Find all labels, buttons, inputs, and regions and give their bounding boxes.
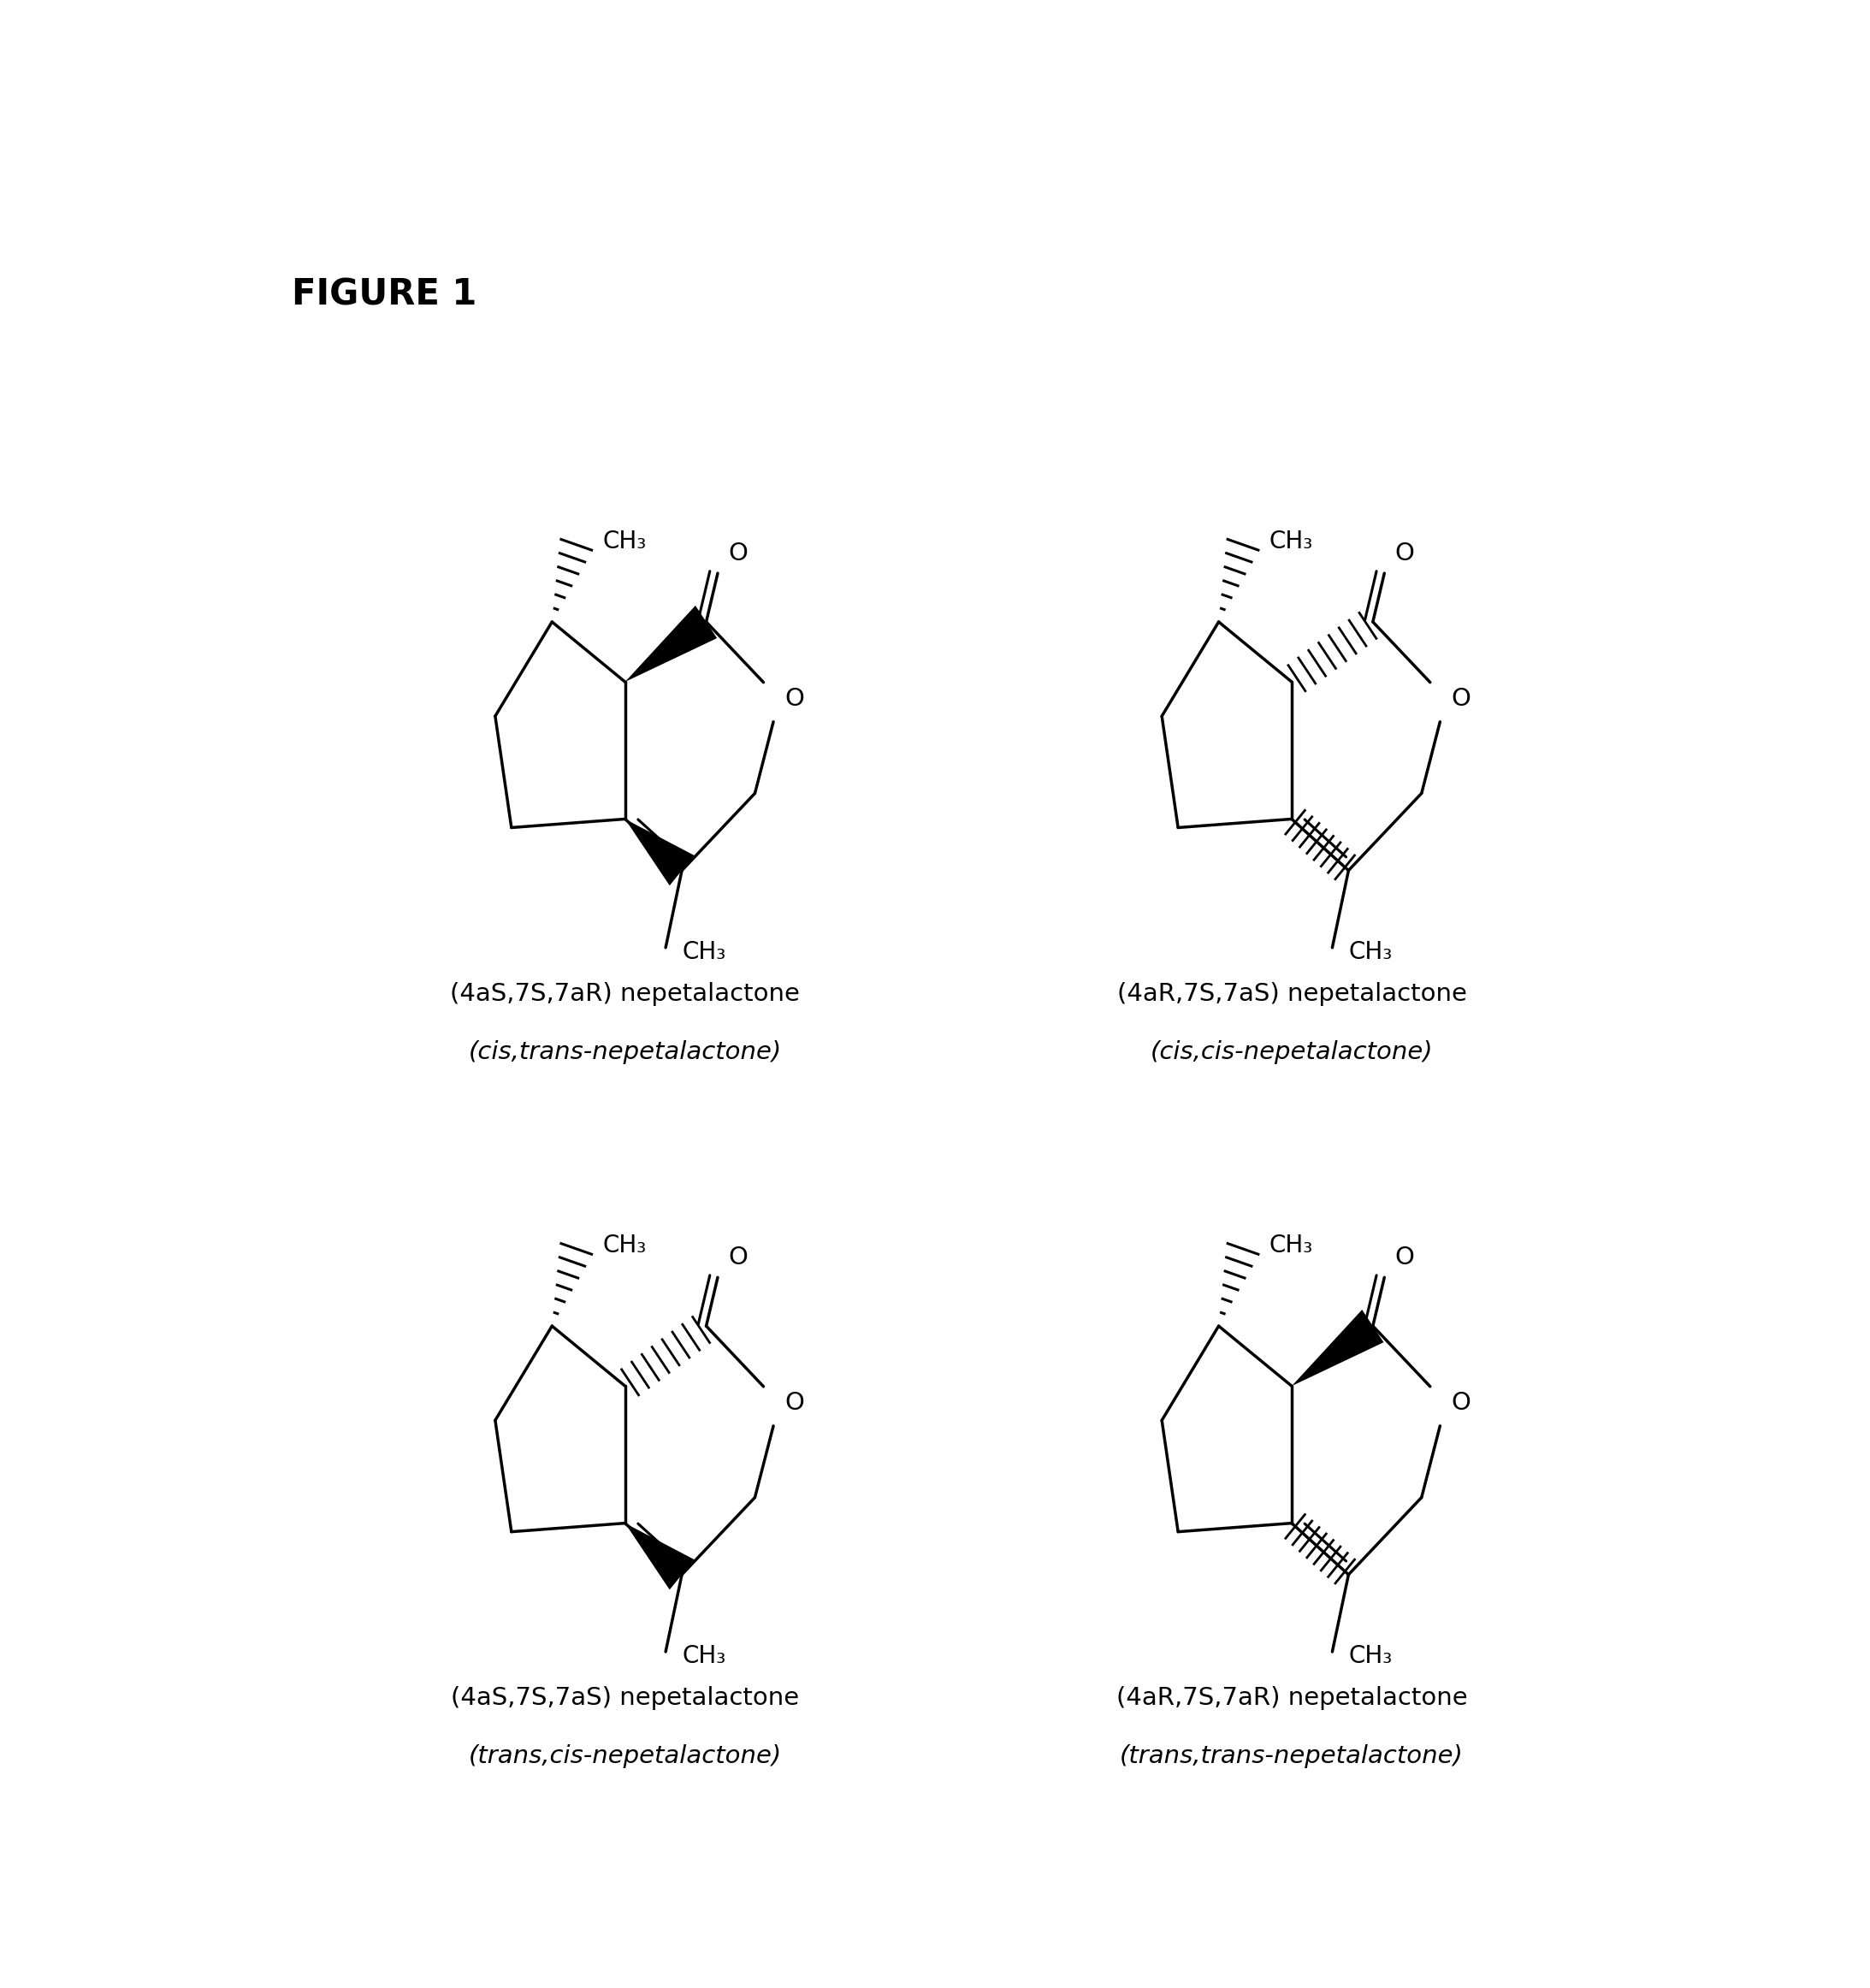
Text: O: O <box>1395 541 1414 565</box>
Text: CH₃: CH₃ <box>1270 1233 1313 1256</box>
Text: CH₃: CH₃ <box>1348 940 1393 964</box>
Text: O: O <box>1451 1392 1472 1415</box>
Text: CH₃: CH₃ <box>1348 1644 1393 1668</box>
Polygon shape <box>625 606 716 682</box>
Polygon shape <box>625 819 694 885</box>
Text: CH₃: CH₃ <box>602 1233 647 1256</box>
Text: (4aR,7S,7aR) nepetalactone: (4aR,7S,7aR) nepetalactone <box>1116 1686 1468 1710</box>
Text: CH₃: CH₃ <box>602 529 647 553</box>
Text: FIGURE 1: FIGURE 1 <box>292 276 477 312</box>
Text: (cis,cis-nepetalactone): (cis,cis-nepetalactone) <box>1150 1040 1432 1064</box>
Text: O: O <box>727 1244 748 1270</box>
Text: CH₃: CH₃ <box>683 1644 726 1668</box>
Polygon shape <box>1292 1310 1384 1386</box>
Text: (4aS,7S,7aR) nepetalactone: (4aS,7S,7aR) nepetalactone <box>451 982 800 1006</box>
Text: O: O <box>1451 688 1472 712</box>
Text: O: O <box>785 688 804 712</box>
Text: (trans,trans-nepetalactone): (trans,trans-nepetalactone) <box>1120 1743 1464 1767</box>
Text: (trans,cis-nepetalactone): (trans,cis-nepetalactone) <box>468 1743 782 1767</box>
Text: (cis,trans-nepetalactone): (cis,trans-nepetalactone) <box>468 1040 782 1064</box>
Text: O: O <box>1395 1244 1414 1270</box>
Text: O: O <box>785 1392 804 1415</box>
Text: (4aS,7S,7aS) nepetalactone: (4aS,7S,7aS) nepetalactone <box>451 1686 798 1710</box>
Text: O: O <box>727 541 748 565</box>
Text: (4aR,7S,7aS) nepetalactone: (4aR,7S,7aS) nepetalactone <box>1116 982 1466 1006</box>
Text: CH₃: CH₃ <box>683 940 726 964</box>
Text: CH₃: CH₃ <box>1270 529 1313 553</box>
Polygon shape <box>625 1523 694 1590</box>
